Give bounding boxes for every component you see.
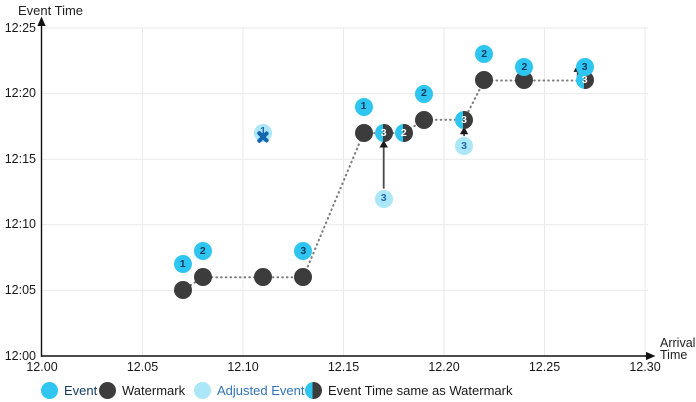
event-marker: 3 (575, 58, 594, 77)
watermark-marker (354, 123, 373, 142)
y-axis-title: Event Time (18, 3, 84, 18)
x-tick-label: 12.15 (327, 360, 360, 374)
legend-label-same-as-watermark: Event Time same as Watermark (328, 382, 513, 398)
x-axis-title-line2: Time (660, 348, 688, 362)
legend-item-same-as-watermark: Event Time same as Watermark (305, 381, 512, 399)
legend-label-adjusted-event: Adjusted Event (217, 382, 305, 398)
event-marker: 2 (193, 242, 212, 261)
watermark-marker (294, 268, 313, 287)
marker-number: 3 (380, 192, 387, 205)
x-axis-arrow-icon (646, 351, 656, 361)
watermark-swatch-icon (99, 381, 116, 399)
y-tick-label: 12:25 (4, 20, 36, 35)
marker-number: 2 (199, 244, 206, 257)
adjusted-event-marker: 3 (374, 189, 393, 208)
legend-label-event: Event (64, 382, 98, 398)
legend-item-event: Event (41, 381, 97, 399)
watermark-marker (475, 71, 494, 90)
y-tick-label: 12:20 (4, 86, 36, 101)
y-tick-label: 12:05 (4, 282, 36, 297)
legend-item-watermark: Watermark (99, 381, 185, 399)
x-tick-label: 12.20 (428, 360, 460, 374)
marker-number: 3 (461, 113, 468, 126)
marker-number: 2 (420, 87, 427, 100)
marker-number: 2 (521, 61, 528, 74)
y-tick-label: 12:15 (4, 151, 36, 166)
watermark-marker (515, 71, 534, 90)
marker-number: 1 (260, 124, 267, 137)
event-marker: 2 (414, 84, 433, 103)
adjusted-event-marker: 3 (455, 137, 474, 156)
event-time-same-as-watermark-marker: 3 (374, 123, 393, 142)
y-tick-label: 12:10 (4, 217, 36, 232)
event-time-same-as-watermark-marker: 3 (455, 110, 474, 129)
x-tick-label: 12.30 (629, 360, 661, 374)
marker-number: 1 (360, 100, 367, 113)
legend-item-adjusted-event: Adjusted Event (194, 381, 304, 399)
x-axis-title: Arrival Time (660, 336, 696, 362)
marker-number: 3 (300, 244, 307, 257)
watermark-marker (254, 268, 273, 287)
marker-number: 3 (380, 126, 387, 139)
event-time-same-as-watermark-marker: 2 (394, 123, 413, 142)
watermark-marker (414, 110, 433, 129)
event-marker: 1 (354, 97, 373, 116)
event-marker: 2 (475, 45, 494, 64)
adjustment-arrowhead (459, 126, 469, 135)
x-tick-label: 12.10 (227, 360, 259, 374)
event-marker: 3 (294, 242, 313, 261)
adjusted-event-swatch-icon (194, 381, 211, 399)
watermark-marker (173, 281, 192, 300)
marker-number: 2 (400, 126, 407, 139)
marker-number: 2 (481, 47, 488, 60)
dropped-event-marker: 1 (254, 123, 273, 142)
event-swatch-icon (41, 381, 58, 399)
watermark-marker (193, 268, 212, 287)
x-axis-title-line1: Arrival (660, 336, 696, 350)
y-tick-label: 12:00 (4, 348, 36, 363)
legend-label-watermark: Watermark (122, 382, 186, 398)
y-axis-arrow-icon (37, 16, 46, 26)
x-tick-label: 12.05 (126, 360, 159, 374)
marker-number: 3 (461, 139, 468, 152)
x-tick-label: 12.00 (26, 360, 58, 374)
event-marker: 2 (515, 58, 534, 77)
event-marker: 1 (173, 255, 192, 274)
marker-number: 3 (581, 61, 588, 74)
marker-number: 3 (581, 74, 588, 87)
event-time-same-as-watermark-swatch-icon (305, 381, 322, 399)
event-time-same-as-watermark-marker: 3 (575, 71, 594, 90)
marker-number: 1 (179, 257, 186, 270)
x-tick-label: 12.25 (528, 360, 561, 374)
adjustment-arrowhead (379, 140, 388, 148)
